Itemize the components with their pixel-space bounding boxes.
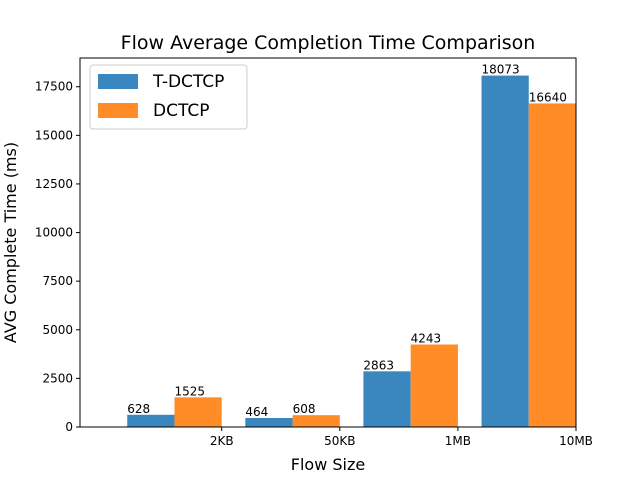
- x-axis-label: Flow Size: [291, 455, 365, 474]
- x-tick-label: 1MB: [445, 434, 471, 448]
- bar-dctcp-1mb: [410, 344, 458, 427]
- x-tick-label: 50KB: [324, 434, 355, 448]
- x-tick-label: 10MB: [559, 434, 593, 448]
- data-label-dctcp-2kb: 1525: [174, 384, 205, 398]
- bar-t-dctcp-1mb: [363, 371, 411, 427]
- data-label-t-dctcp-2kb: 628: [127, 402, 150, 416]
- legend-swatch-t-dctcp: [98, 74, 138, 89]
- y-tick-label: 7500: [42, 274, 73, 288]
- legend-label-dctcp: DCTCP: [153, 101, 209, 121]
- legend: T-DCTCP DCTCP: [89, 64, 248, 130]
- chart-title: Flow Average Completion Time Comparison: [121, 32, 536, 54]
- bars-group: [127, 75, 576, 427]
- x-tick-label: 2KB: [210, 434, 234, 448]
- data-labels-group: 628 464 2863 18073 1525 608 4243 16640: [127, 63, 567, 419]
- data-label-t-dctcp-50kb: 464: [245, 405, 268, 419]
- data-label-dctcp-1mb: 4243: [411, 331, 442, 345]
- legend-label-t-dctcp: T-DCTCP: [152, 72, 224, 92]
- data-label-dctcp-50kb: 608: [293, 402, 316, 416]
- bar-dctcp-2kb: [174, 397, 222, 427]
- data-label-t-dctcp-1mb: 2863: [363, 358, 394, 372]
- bar-t-dctcp-2kb: [127, 414, 175, 427]
- y-tick-label: 15000: [35, 128, 73, 142]
- x-axis-ticks: 2KB 50KB 1MB 10MB: [210, 427, 593, 448]
- y-tick-label: 0: [65, 420, 73, 434]
- y-tick-label: 12500: [35, 177, 73, 191]
- data-label-dctcp-10mb: 16640: [529, 90, 567, 104]
- y-tick-label: 5000: [42, 323, 73, 337]
- y-tick-label: 10000: [35, 226, 73, 240]
- y-tick-label: 17500: [35, 80, 73, 94]
- y-axis-label: AVG Complete Time (ms): [1, 142, 20, 343]
- y-axis-ticks: 0 2500 5000 7500 10000 12500 15000 17500: [35, 80, 80, 434]
- legend-swatch-dctcp: [98, 103, 138, 118]
- plot-frame: [79, 57, 577, 428]
- data-label-t-dctcp-10mb: 18073: [482, 63, 520, 77]
- bar-t-dctcp-50kb: [245, 417, 293, 427]
- y-tick-label: 2500: [42, 371, 73, 385]
- bar-t-dctcp-10mb: [481, 75, 529, 427]
- bar-dctcp-50kb: [292, 415, 340, 427]
- bar-dctcp-10mb: [528, 103, 576, 427]
